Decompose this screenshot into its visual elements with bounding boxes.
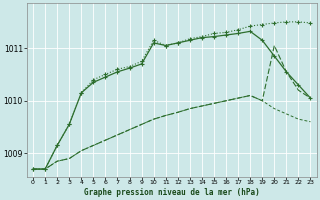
- X-axis label: Graphe pression niveau de la mer (hPa): Graphe pression niveau de la mer (hPa): [84, 188, 260, 197]
